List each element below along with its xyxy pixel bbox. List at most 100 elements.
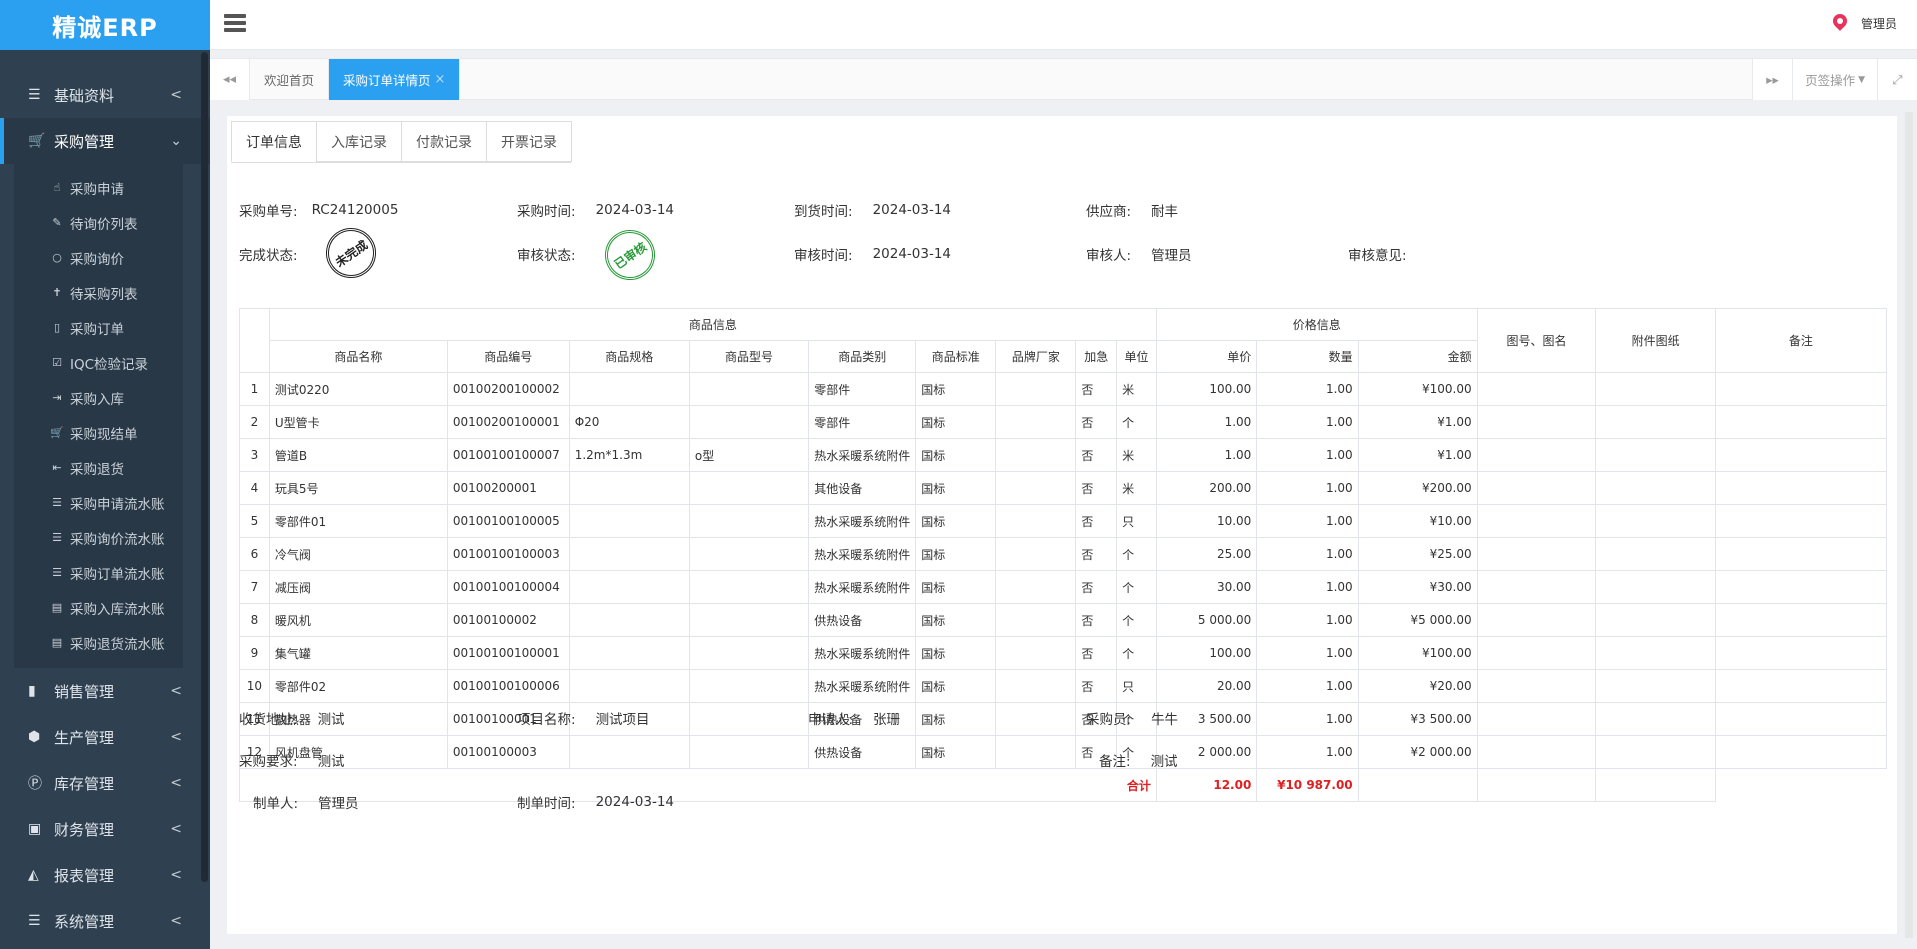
table-row[interactable]: 4 玩具5号 00100200001 其他设备 国标 否米 200.00 1.00 ¥200.0… xyxy=(239,471,1888,505)
table-cell: ¥3 500.00 xyxy=(1357,702,1478,736)
table-cell xyxy=(1595,504,1716,538)
sub-item-purchase-order[interactable]: ▯ 采购订单 xyxy=(14,310,183,345)
list-icon: ☰ xyxy=(52,566,62,579)
sub-item-pending-inquiry[interactable]: ✎ 待询价列表 xyxy=(14,205,183,240)
menu-icon[interactable] xyxy=(224,14,246,32)
sidebar: 精诚ERP ☰ 基础资料 < 🛒 采购管理 ⌄ ☝ 采购申请 ✎ 待询价列表 ○ 采购… xyxy=(0,0,210,949)
sidebar-item-reports[interactable]: ◭ 报表管理 < xyxy=(0,852,210,898)
tab-ops-dropdown[interactable]: 页签操作 ▼ xyxy=(1792,59,1877,100)
table-cell xyxy=(1595,405,1716,439)
table-cell xyxy=(1714,735,1888,769)
buyer-value: 牛牛 xyxy=(1151,712,1179,728)
table-row[interactable]: 9 集气罐 00100100100001 热水采暖系统附件 国标 否个 100.00 1.00… xyxy=(239,636,1888,670)
table-row[interactable]: 6 冷气阀 00100100100003 热水采暖系统附件 国标 否个 25.00 1.00 ¥… xyxy=(239,537,1888,571)
table-cell xyxy=(688,372,810,406)
table-cell xyxy=(568,471,690,505)
table-row[interactable]: 12 风机盘管 00100100003 供热设备 国标否个 2 000.00 1.00 ¥2 … xyxy=(239,735,1888,769)
sub-item-request-ledger[interactable]: ☰ 采购申请流水账 xyxy=(14,485,183,520)
maker-value: 管理员 xyxy=(318,796,359,812)
table-cell xyxy=(1714,438,1888,472)
applicant-value: 张珊 xyxy=(873,712,901,728)
close-icon[interactable]: × xyxy=(434,72,446,87)
sidebar-menu: ☰ 基础资料 < 🛒 采购管理 ⌄ ☝ 采购申请 ✎ 待询价列表 ○ 采购询价 ✝ 待采… xyxy=(0,50,210,944)
table-cell: 只 xyxy=(1116,669,1157,703)
table-row[interactable]: 8 暖风机 00100100002 供热设备 国标 否个 5 000.00 1.00 ¥5 00… xyxy=(239,603,1888,637)
table-cell: 1 xyxy=(239,372,270,406)
chevron-left-icon: < xyxy=(170,821,182,837)
sidebar-item-production[interactable]: ⬢ 生产管理 < xyxy=(0,714,210,760)
audit-opinion-field: 审核意见: xyxy=(1348,244,1407,264)
table-cell xyxy=(995,504,1077,538)
forward-icon[interactable]: ▸▸ xyxy=(1752,59,1793,100)
table-cell: 热水采暖系统附件 xyxy=(808,636,917,670)
sub-item-label: 采购订单流水账 xyxy=(70,566,165,583)
table-cell: 100.00 xyxy=(1155,636,1258,670)
tab-payment-records[interactable]: 付款记录 xyxy=(401,121,487,162)
sub-item-label: 待采购列表 xyxy=(70,286,138,303)
table-cell: 8 xyxy=(239,603,270,637)
table-cell: U型管卡 xyxy=(268,405,448,439)
sub-item-inquiry-ledger[interactable]: ☰ 采购询价流水账 xyxy=(14,520,183,555)
chevron-left-icon: < xyxy=(170,775,182,791)
table-row[interactable]: 7 减压阀 00100100100004 热水采暖系统附件 国标 否个 30.00 1.00 ¥… xyxy=(239,570,1888,604)
table-cell: 100.00 xyxy=(1155,372,1258,406)
tab-order-info[interactable]: 订单信息 xyxy=(231,121,317,162)
table-row[interactable]: 5 零部件01 00100100100005 热水采暖系统附件 国标 否只 10.00 1.0… xyxy=(239,504,1888,538)
purchase-time-value: 2024-03-14 xyxy=(595,202,675,218)
sidebar-item-sales[interactable]: ▮ 销售管理 < xyxy=(0,668,210,714)
table-row[interactable]: 2 U型管卡 00100200100001 Φ20 零部件 国标否个 1.00 1.00 ¥1.… xyxy=(239,405,1888,439)
table-cell: 00100100100001 xyxy=(446,636,570,670)
main-content: 订单信息 入库记录 付款记录 开票记录 采购单号: RC24120005 采购时… xyxy=(227,116,1897,934)
sub-item-inbound[interactable]: ⇥ 采购入库 xyxy=(14,380,183,415)
sub-item-purchase-request[interactable]: ☝ 采购申请 xyxy=(14,170,183,205)
table-row[interactable]: 3 管道B 00100100100007 1.2m*1.3m o型 热水采暖系统附件 国标 否… xyxy=(239,438,1888,472)
sub-item-cash-settle[interactable]: 🛒 采购现结单 xyxy=(14,415,183,450)
sub-item-return[interactable]: ⇤ 采购退货 xyxy=(14,450,183,485)
user-menu[interactable]: 管理员 xyxy=(1833,14,1897,32)
table-cell: 国标 xyxy=(915,669,997,703)
caret-down-icon: ▼ xyxy=(1858,74,1865,85)
sidebar-item-inventory[interactable]: Ⓟ 库存管理 < xyxy=(0,760,210,806)
table-cell xyxy=(1595,372,1716,406)
table-row[interactable]: 11 散热器 00100100001 供热设备 国标否个 3 500.00 1.00 ¥3 5… xyxy=(239,702,1888,736)
sub-item-order-ledger[interactable]: ☰ 采购订单流水账 xyxy=(14,555,183,590)
tab-welcome[interactable]: 欢迎首页 xyxy=(250,59,330,100)
backward-icon[interactable]: ◂◂ xyxy=(210,59,250,100)
pin-icon: ✝ xyxy=(52,286,62,299)
sidebar-item-system[interactable]: ☰ 系统管理 < xyxy=(0,898,210,944)
table-cell: 热水采暖系统附件 xyxy=(808,537,917,571)
remark-field: 备注: 测试 xyxy=(1099,750,1178,770)
app-logo[interactable]: 精诚ERP xyxy=(0,0,210,50)
field-label: 采购员: xyxy=(1086,712,1132,728)
sub-item-pending-purchase[interactable]: ✝ 待采购列表 xyxy=(14,275,183,310)
sub-item-inbound-ledger[interactable]: ▤ 采购入库流水账 xyxy=(14,590,183,625)
table-row[interactable]: 10 零部件02 00100100100006 热水采暖系统附件 国标 否只 20.00 1.… xyxy=(239,669,1888,703)
sub-item-iqc[interactable]: ☑ IQC检验记录 xyxy=(14,345,183,380)
table-cell: 个 xyxy=(1116,603,1157,637)
table-row[interactable]: 1 测试0220 00100200100002 零部件 国标 否米 100.00 1.00 ¥1… xyxy=(239,372,1888,406)
sidebar-item-finance[interactable]: ▣ 财务管理 < xyxy=(0,806,210,852)
table-cell: 20.00 xyxy=(1155,669,1258,703)
sidebar-item-basic-data[interactable]: ☰ 基础资料 < xyxy=(0,72,210,118)
sidebar-item-label: 财务管理 xyxy=(54,820,115,839)
fullscreen-icon[interactable]: ⤢ xyxy=(1877,59,1917,100)
sidebar-scrollbar[interactable] xyxy=(201,52,208,882)
table-cell: 集气罐 xyxy=(268,636,448,670)
tab-invoice-records[interactable]: 开票记录 xyxy=(486,121,572,162)
page-scrollbar[interactable] xyxy=(1905,112,1913,938)
tab-purchase-order-detail[interactable]: 采购订单详情页 × xyxy=(329,59,461,100)
audited-stamp: 已审核 xyxy=(595,220,665,290)
table-cell: 否 xyxy=(1075,636,1118,670)
sub-item-return-ledger[interactable]: ▤ 采购退货流水账 xyxy=(14,625,183,660)
table-cell: 1.00 xyxy=(1256,603,1359,637)
table-cell: 否 xyxy=(1075,570,1118,604)
sub-item-inquiry[interactable]: ○ 采购询价 xyxy=(14,240,183,275)
table-group-price: 价格信息 xyxy=(1155,308,1478,341)
table-cell: o型 xyxy=(688,438,810,472)
table-total-row: 合计 12.00 ¥10 987.00 xyxy=(239,768,1887,802)
tab-inbound-records[interactable]: 入库记录 xyxy=(316,121,402,162)
table-cell: 10 xyxy=(239,669,270,703)
sidebar-item-purchase[interactable]: 🛒 采购管理 ⌄ xyxy=(0,118,210,164)
table-cell: 1.00 xyxy=(1155,438,1258,472)
table-cell xyxy=(1714,669,1888,703)
